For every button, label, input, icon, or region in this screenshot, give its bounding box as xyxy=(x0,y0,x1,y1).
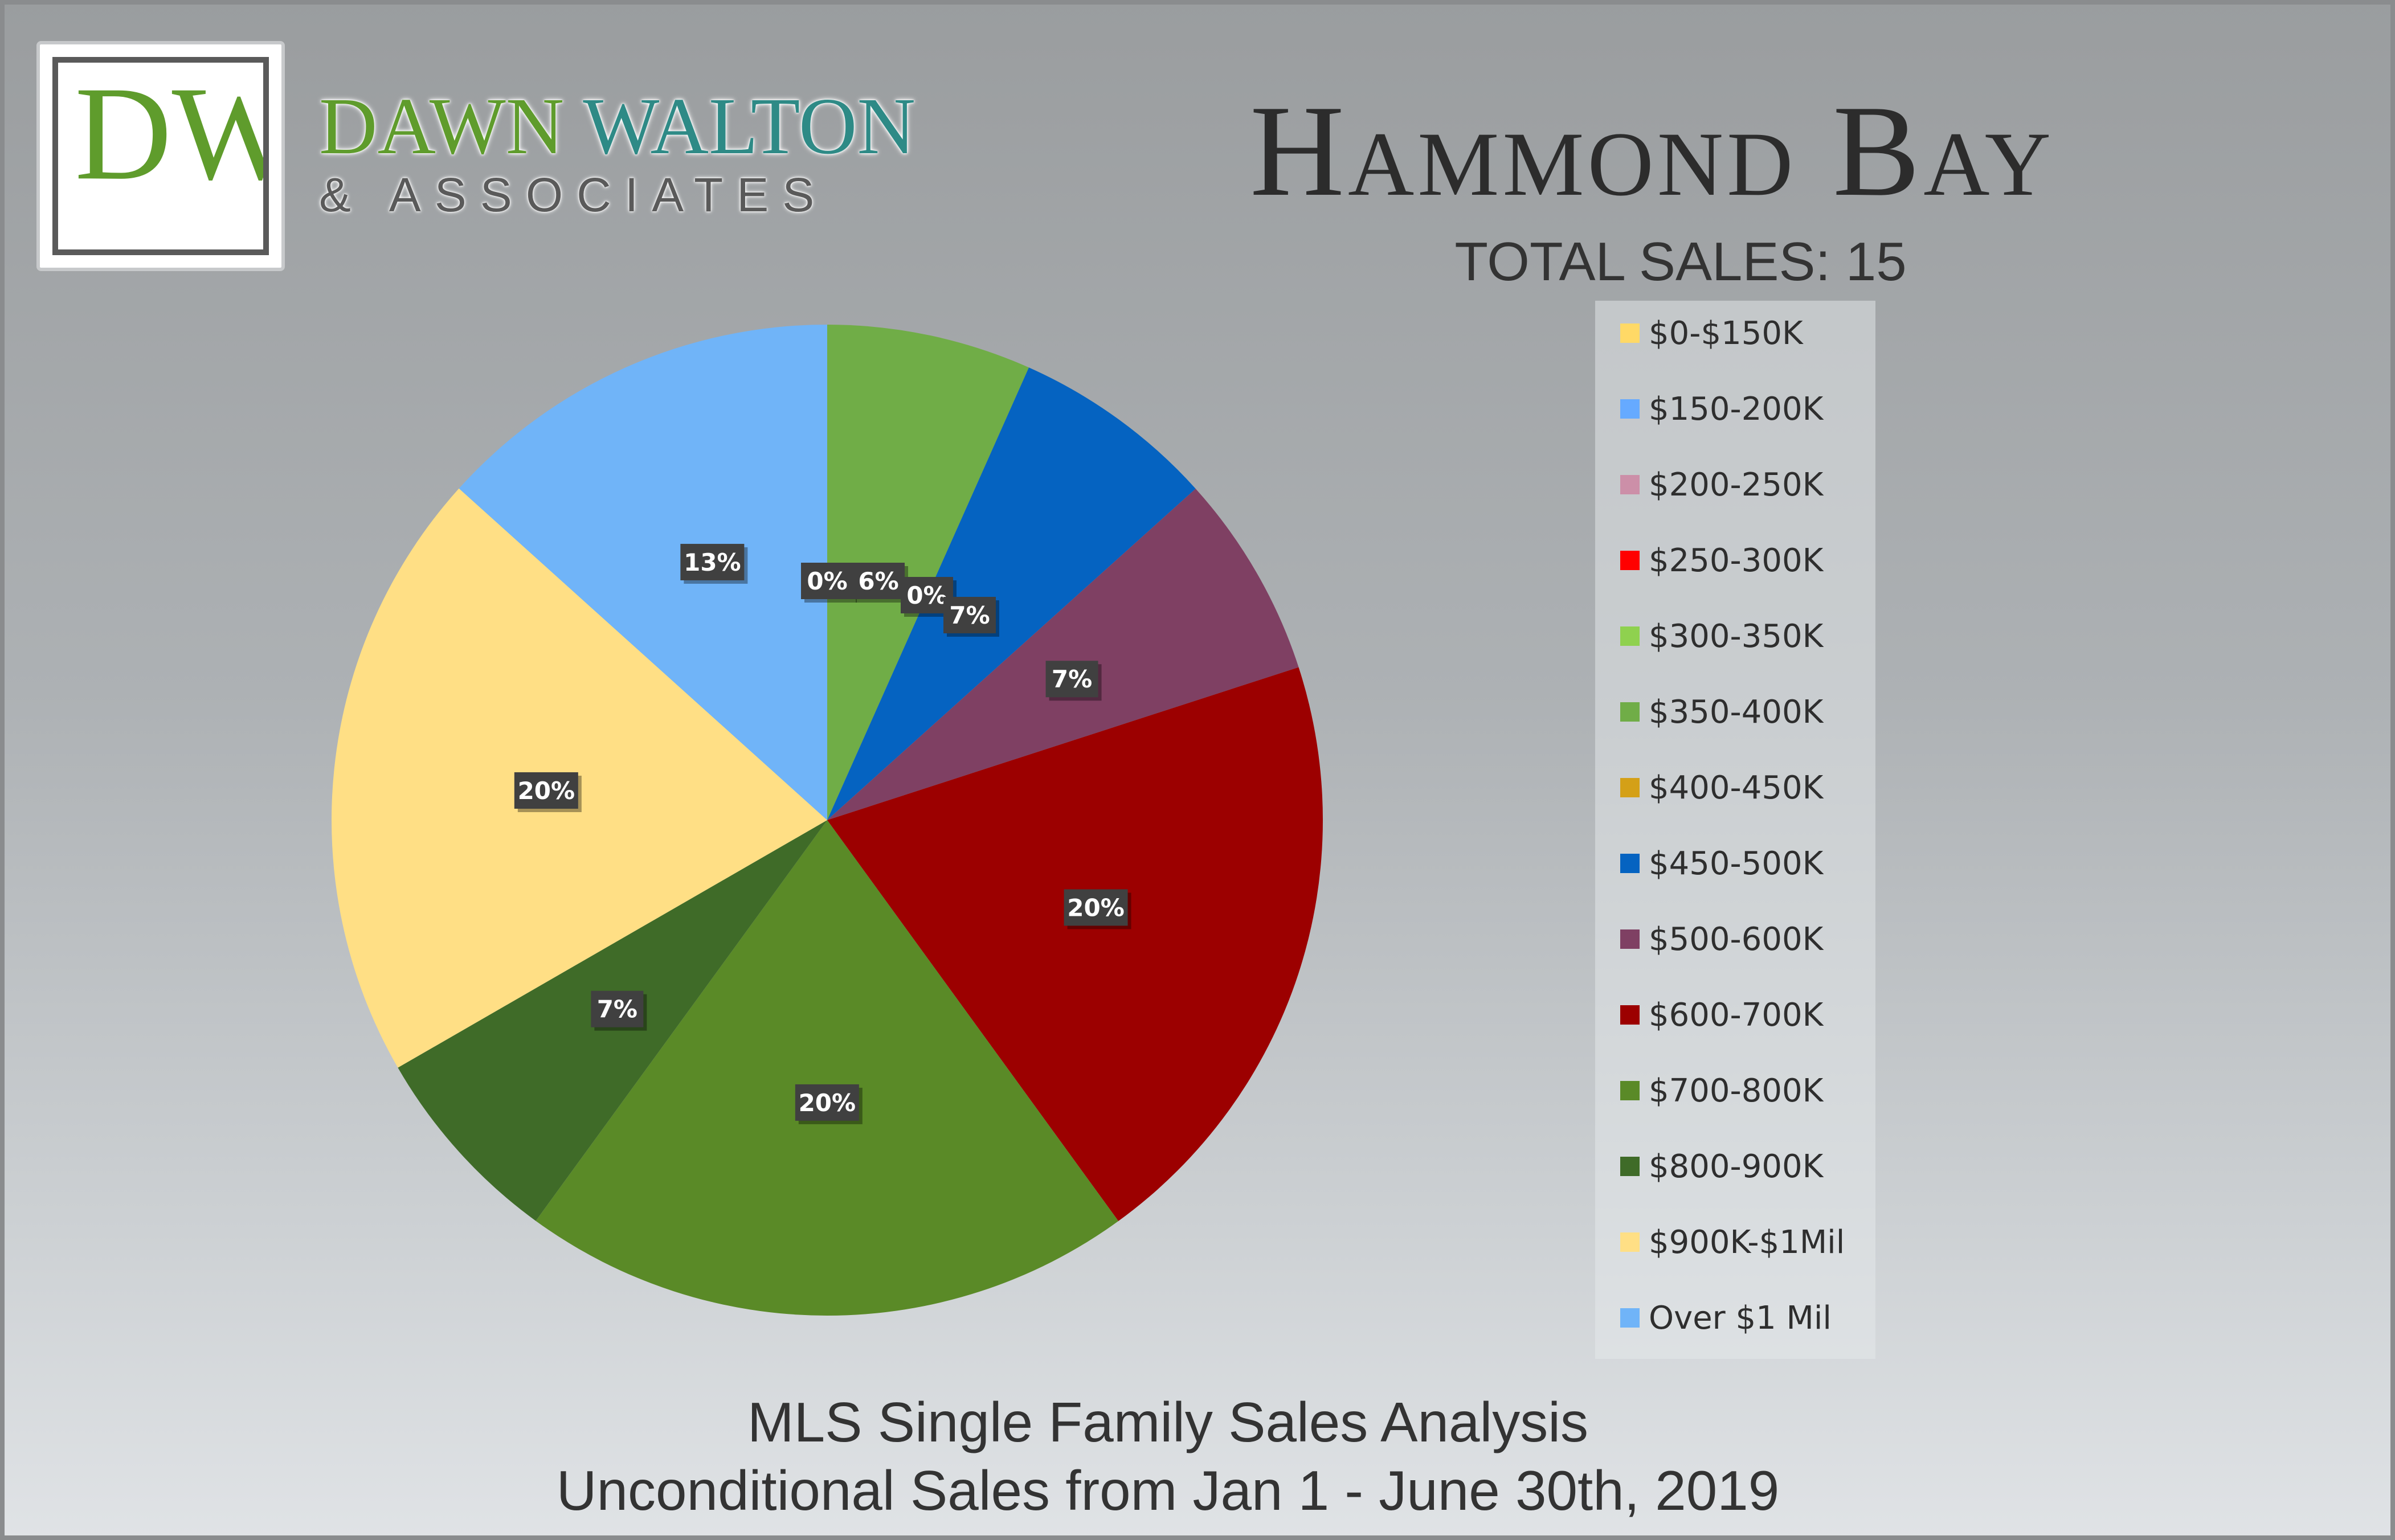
legend-swatch xyxy=(1620,854,1640,873)
logo-frame: DW xyxy=(52,57,269,255)
legend-label: $600-700K xyxy=(1649,996,1824,1034)
legend-item: $450-500K xyxy=(1620,838,1871,889)
footer-line-2: Unconditional Sales from Jan 1 - June 30… xyxy=(556,1459,1780,1522)
legend-swatch xyxy=(1620,1308,1640,1328)
pie-data-label: 7% xyxy=(1045,661,1102,701)
pie-data-label-text: 20% xyxy=(799,1089,856,1117)
pie-slice xyxy=(827,489,1299,820)
legend-label: $350-400K xyxy=(1649,693,1824,731)
pie-slice xyxy=(827,667,1323,1222)
chart-legend: $0-$150K $150-200K $200-250K $250-300K $300-… xyxy=(1595,301,1875,1359)
pie-data-label-text: 7% xyxy=(949,601,990,629)
pie-data-label: 7% xyxy=(943,597,999,637)
pie-slice xyxy=(536,820,1119,1316)
legend-label: $800-900K xyxy=(1649,1148,1824,1185)
legend-swatch xyxy=(1620,551,1640,570)
page-title: Hammond Bay xyxy=(1249,78,2055,223)
legend-item: $400-450K xyxy=(1620,762,1871,813)
legend-swatch xyxy=(1620,702,1640,722)
dw-monogram-icon: DW xyxy=(75,63,263,208)
pie-data-labels: 0% 6%0%7%7%20%20%7%20%13% xyxy=(514,543,1131,1124)
legend-label: $900K-$1Mil xyxy=(1649,1223,1845,1261)
brand-name: DAWN WALTON xyxy=(319,85,916,166)
legend-label: $700-800K xyxy=(1649,1072,1824,1109)
pie-data-label: 13% xyxy=(680,543,748,584)
pie-data-label-text: 0% xyxy=(906,581,947,609)
legend-swatch xyxy=(1620,1232,1640,1252)
legend-swatch xyxy=(1620,1005,1640,1025)
pie-slice xyxy=(459,325,827,820)
legend-label: $500-600K xyxy=(1649,920,1824,958)
legend-item: $600-700K xyxy=(1620,989,1871,1041)
legend-item: $500-600K xyxy=(1620,914,1871,965)
legend-label: $150-200K xyxy=(1649,390,1824,428)
pie-slice xyxy=(827,325,1029,820)
brand-name-last: WALTON xyxy=(583,81,916,171)
pie-data-label-text: 20% xyxy=(1067,894,1125,921)
legend-swatch xyxy=(1620,929,1640,949)
legend-item: Over $1 Mil xyxy=(1620,1292,1871,1344)
legend-label: $200-250K xyxy=(1649,466,1824,503)
legend-label: $400-450K xyxy=(1649,769,1824,806)
pie-data-label: 20% xyxy=(1064,889,1131,929)
footer-line-1: MLS Single Family Sales Analysis xyxy=(747,1391,1589,1453)
legend-item: $250-300K xyxy=(1620,535,1871,586)
legend-item: $0-$150K xyxy=(1620,308,1871,359)
legend-item: $900K-$1Mil xyxy=(1620,1217,1871,1268)
legend-label: $0-$150K xyxy=(1649,314,1803,352)
legend-item: $350-400K xyxy=(1620,686,1871,738)
legend-swatch xyxy=(1620,1081,1640,1100)
brand-tagline: & ASSOCIATES xyxy=(319,168,828,222)
pie-data-label: 7% xyxy=(591,990,647,1031)
legend-swatch xyxy=(1620,323,1640,343)
pie-data-label: 6% xyxy=(852,563,908,603)
legend-item: $150-200K xyxy=(1620,383,1871,435)
legend-label: $450-500K xyxy=(1649,845,1824,882)
pie-data-label: 0% xyxy=(801,563,857,603)
legend-label: Over $1 Mil xyxy=(1649,1299,1832,1337)
legend-swatch xyxy=(1620,1157,1640,1176)
total-sales: TOTAL SALES: 15 xyxy=(1454,231,1907,292)
pie-slice xyxy=(332,488,827,1068)
legend-item: $700-800K xyxy=(1620,1065,1871,1116)
pie-data-label-text: 6% xyxy=(858,567,898,595)
pie-data-label-text: 13% xyxy=(684,548,741,576)
legend-label: $300-350K xyxy=(1649,617,1824,655)
pie-data-label-text: 20% xyxy=(518,777,575,805)
legend-swatch xyxy=(1620,475,1640,494)
legend-swatch xyxy=(1620,778,1640,797)
pie-data-label-text: 0% xyxy=(807,567,847,595)
legend-swatch xyxy=(1620,399,1640,419)
brand-name-first: DAWN xyxy=(319,81,565,171)
pie-slices xyxy=(332,325,1323,1316)
monogram-text: DW xyxy=(75,63,263,208)
legend-swatch xyxy=(1620,626,1640,646)
legend-item: $300-350K xyxy=(1620,611,1871,662)
pie-slice xyxy=(827,367,1196,820)
pie-data-label: 20% xyxy=(514,772,582,812)
legend-label: $250-300K xyxy=(1649,542,1824,579)
legend-item: $200-250K xyxy=(1620,459,1871,510)
pie-data-label-text: 7% xyxy=(597,996,637,1023)
pie-data-label-text: 7% xyxy=(1052,665,1092,693)
brand-logo: DW xyxy=(36,41,285,271)
legend-item: $800-900K xyxy=(1620,1141,1871,1192)
pie-data-label: 20% xyxy=(795,1084,863,1124)
